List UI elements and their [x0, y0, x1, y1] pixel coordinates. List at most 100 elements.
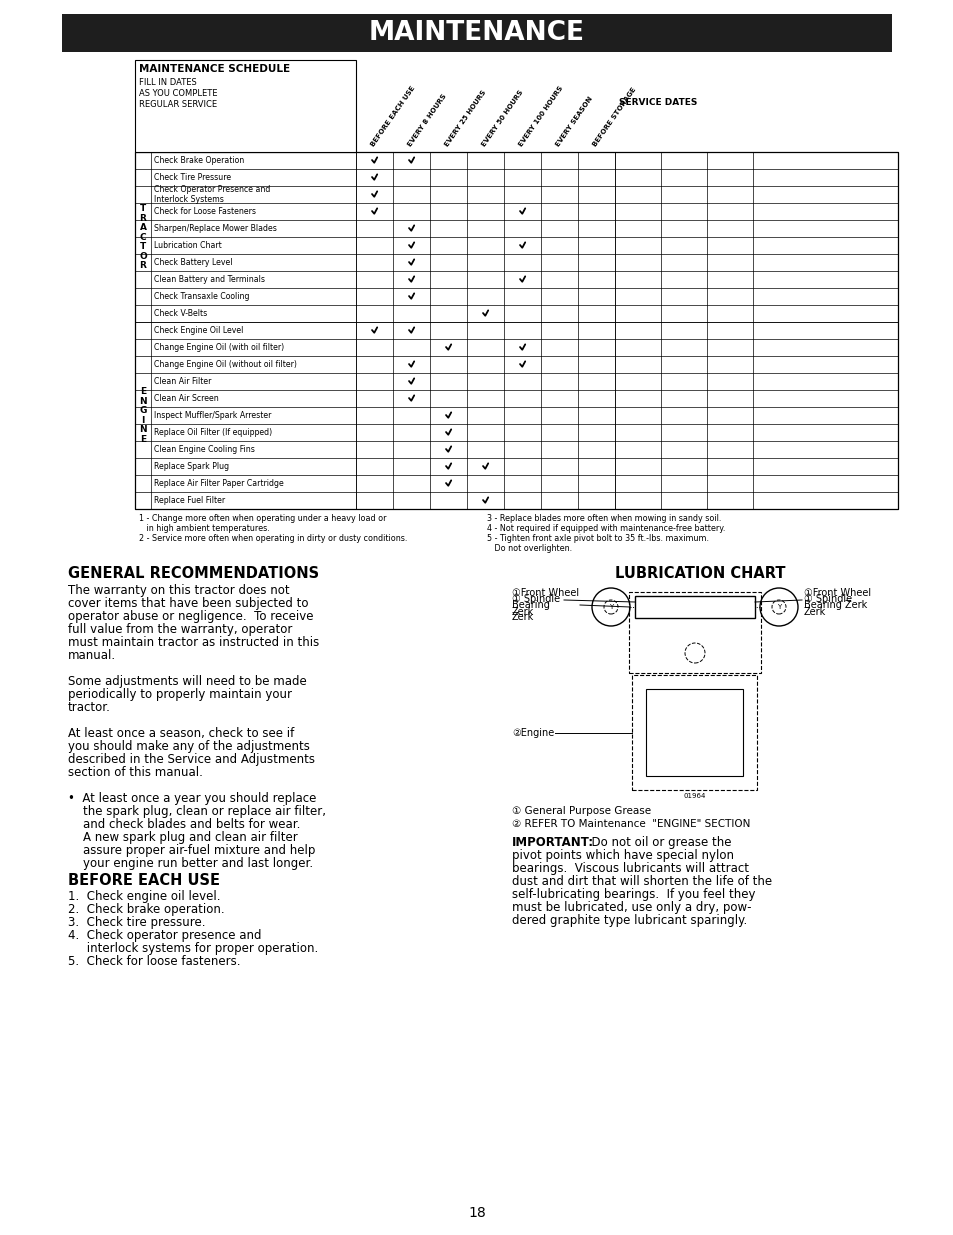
Text: A: A: [139, 224, 147, 232]
Text: you should make any of the adjustments: you should make any of the adjustments: [68, 740, 310, 753]
Text: ①Front Wheel: ①Front Wheel: [803, 588, 870, 598]
Text: T: T: [140, 204, 146, 212]
Text: Zerk: Zerk: [512, 613, 534, 622]
Text: R: R: [139, 214, 146, 222]
Text: 01964: 01964: [683, 793, 705, 799]
Text: REGULAR SERVICE: REGULAR SERVICE: [139, 100, 217, 109]
Text: O: O: [139, 252, 147, 261]
Text: N: N: [139, 396, 147, 406]
Text: assure proper air-fuel mixture and help: assure proper air-fuel mixture and help: [68, 844, 315, 857]
Text: bearings.  Viscous lubricants will attract: bearings. Viscous lubricants will attrac…: [512, 862, 748, 876]
Text: Change Engine Oil (without oil filter): Change Engine Oil (without oil filter): [153, 359, 296, 369]
Text: MAINTENANCE SCHEDULE: MAINTENANCE SCHEDULE: [139, 64, 290, 74]
Text: Check for Loose Fasteners: Check for Loose Fasteners: [153, 207, 255, 216]
Text: Do not oil or grease the: Do not oil or grease the: [583, 836, 731, 848]
Bar: [135, 61, 355, 152]
Bar: [635, 597, 754, 618]
Text: ② REFER TO Maintenance  "ENGINE" SECTION: ② REFER TO Maintenance "ENGINE" SECTION: [512, 819, 750, 829]
Text: interlock systems for proper operation.: interlock systems for proper operation.: [68, 942, 318, 955]
Text: E: E: [140, 388, 146, 396]
Text: Bearing Zerk: Bearing Zerk: [803, 600, 866, 610]
Bar: [632, 676, 757, 790]
Text: Inspect Muffler/Spark Arrester: Inspect Muffler/Spark Arrester: [153, 411, 271, 420]
Text: BEFORE EACH USE: BEFORE EACH USE: [369, 85, 416, 148]
Text: Zerk: Zerk: [512, 606, 534, 618]
Text: Clean Air Screen: Clean Air Screen: [153, 394, 218, 403]
Text: IMPORTANT:: IMPORTANT:: [512, 836, 594, 848]
Text: A new spark plug and clean air filter: A new spark plug and clean air filter: [68, 831, 297, 844]
Text: Check V-Belts: Check V-Belts: [153, 309, 207, 317]
Text: Replace Air Filter Paper Cartridge: Replace Air Filter Paper Cartridge: [153, 479, 283, 488]
Text: Replace Fuel Filter: Replace Fuel Filter: [153, 496, 225, 505]
Text: operator abuse or negligence.  To receive: operator abuse or negligence. To receive: [68, 610, 314, 622]
Text: Y: Y: [776, 604, 781, 610]
Text: Check Operator Presence and
Interlock Systems: Check Operator Presence and Interlock Sy…: [153, 185, 270, 204]
Bar: [628, 592, 760, 673]
Text: 4 - Not required if equipped with maintenance-free battery.: 4 - Not required if equipped with mainte…: [486, 524, 724, 534]
Text: 5.  Check for loose fasteners.: 5. Check for loose fasteners.: [68, 955, 240, 968]
Text: At least once a season, check to see if: At least once a season, check to see if: [68, 727, 294, 740]
Text: Zerk: Zerk: [803, 606, 825, 618]
Text: ① Spindle: ① Spindle: [512, 594, 559, 604]
Text: G: G: [139, 406, 147, 415]
Text: EVERY 8 HOURS: EVERY 8 HOURS: [406, 94, 447, 148]
Text: MAINTENANCE: MAINTENANCE: [369, 20, 584, 46]
Text: pivot points which have special nylon: pivot points which have special nylon: [512, 848, 733, 862]
Text: Do not overlighten.: Do not overlighten.: [486, 543, 572, 553]
Text: Clean Engine Cooling Fins: Clean Engine Cooling Fins: [153, 445, 254, 454]
Text: 3 - Replace blades more often when mowing in sandy soil.: 3 - Replace blades more often when mowin…: [486, 514, 720, 522]
Text: must maintain tractor as instructed in this: must maintain tractor as instructed in t…: [68, 636, 319, 650]
Text: E: E: [140, 435, 146, 443]
Text: BEFORE EACH USE: BEFORE EACH USE: [68, 873, 220, 888]
Text: must be lubricated, use only a dry, pow-: must be lubricated, use only a dry, pow-: [512, 902, 751, 914]
Text: Sharpen/Replace Mower Blades: Sharpen/Replace Mower Blades: [153, 224, 276, 233]
Text: and check blades and belts for wear.: and check blades and belts for wear.: [68, 818, 300, 831]
Text: Bearing: Bearing: [512, 600, 549, 610]
Text: Some adjustments will need to be made: Some adjustments will need to be made: [68, 676, 307, 688]
Text: cover items that have been subjected to: cover items that have been subjected to: [68, 597, 308, 610]
Text: 2 - Service more often when operating in dirty or dusty conditions.: 2 - Service more often when operating in…: [139, 534, 407, 543]
Text: Check Battery Level: Check Battery Level: [153, 258, 233, 267]
Text: The warranty on this tractor does not: The warranty on this tractor does not: [68, 584, 290, 597]
Text: ① Spindle: ① Spindle: [803, 594, 851, 604]
Text: N: N: [139, 425, 147, 435]
Text: Y: Y: [608, 604, 613, 610]
Text: periodically to properly maintain your: periodically to properly maintain your: [68, 688, 292, 701]
Text: 3.  Check tire pressure.: 3. Check tire pressure.: [68, 916, 205, 929]
Text: T: T: [140, 242, 146, 251]
Text: I: I: [141, 416, 145, 425]
Text: EVERY SEASON: EVERY SEASON: [554, 96, 593, 148]
Text: EVERY 25 HOURS: EVERY 25 HOURS: [443, 90, 486, 148]
Text: EVERY 50 HOURS: EVERY 50 HOURS: [480, 89, 523, 148]
Text: in high ambient temperatures.: in high ambient temperatures.: [139, 524, 270, 534]
Text: 2.  Check brake operation.: 2. Check brake operation.: [68, 903, 224, 916]
Text: Lubrication Chart: Lubrication Chart: [153, 241, 221, 249]
Text: R: R: [139, 261, 146, 270]
Text: your engine run better and last longer.: your engine run better and last longer.: [68, 857, 313, 869]
Text: EVERY 100 HOURS: EVERY 100 HOURS: [517, 85, 563, 148]
Text: Check Transaxle Cooling: Check Transaxle Cooling: [153, 291, 250, 301]
Text: 18: 18: [468, 1207, 485, 1220]
Text: ① General Purpose Grease: ① General Purpose Grease: [512, 806, 651, 816]
Text: FILL IN DATES: FILL IN DATES: [139, 78, 196, 86]
Text: Clean Air Filter: Clean Air Filter: [153, 377, 212, 387]
Text: section of this manual.: section of this manual.: [68, 766, 203, 779]
Text: Clean Battery and Terminals: Clean Battery and Terminals: [153, 275, 265, 284]
Text: ①Front Wheel: ①Front Wheel: [512, 588, 578, 598]
Bar: [135, 152, 897, 509]
Text: 4.  Check operator presence and: 4. Check operator presence and: [68, 929, 261, 942]
Text: GENERAL RECOMMENDATIONS: GENERAL RECOMMENDATIONS: [68, 566, 319, 580]
Text: 1 - Change more often when operating under a heavy load or: 1 - Change more often when operating und…: [139, 514, 386, 522]
Text: 5 - Tighten front axle pivot bolt to 35 ft.-lbs. maximum.: 5 - Tighten front axle pivot bolt to 35 …: [486, 534, 708, 543]
Text: 1.  Check engine oil level.: 1. Check engine oil level.: [68, 890, 220, 903]
Text: manual.: manual.: [68, 650, 116, 662]
Text: the spark plug, clean or replace air filter,: the spark plug, clean or replace air fil…: [68, 805, 326, 818]
Text: full value from the warranty, operator: full value from the warranty, operator: [68, 622, 292, 636]
Text: SERVICE DATES: SERVICE DATES: [618, 98, 697, 106]
Text: Change Engine Oil (with oil filter): Change Engine Oil (with oil filter): [153, 343, 284, 352]
Text: tractor.: tractor.: [68, 701, 111, 714]
Text: Check Tire Pressure: Check Tire Pressure: [153, 173, 231, 182]
Text: described in the Service and Adjustments: described in the Service and Adjustments: [68, 753, 314, 766]
Text: •  At least once a year you should replace: • At least once a year you should replac…: [68, 792, 316, 805]
Text: Check Engine Oil Level: Check Engine Oil Level: [153, 326, 243, 335]
